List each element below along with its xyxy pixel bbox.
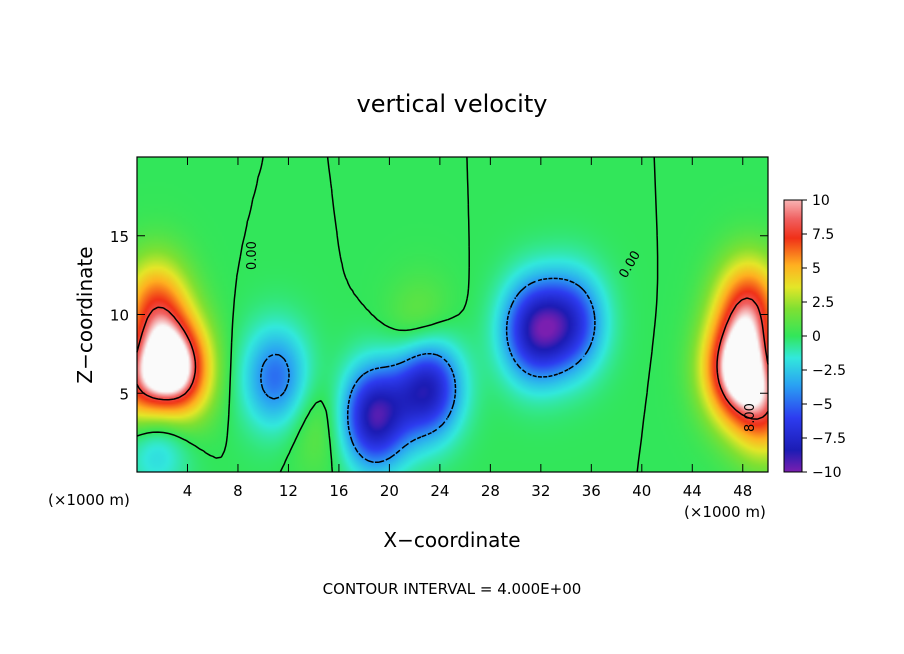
x-tick-label: 28 [481, 482, 500, 500]
x-unit-label-right: (×1000 m) [684, 503, 766, 521]
y-tick-label: 5 [119, 385, 129, 403]
colorbar-tick-label: −2.5 [812, 363, 846, 379]
x-tick-label: 16 [329, 482, 348, 500]
x-tick-label: 48 [733, 482, 752, 500]
x-tick-label: 44 [683, 482, 702, 500]
colorbar-tick-label: −7.5 [812, 431, 846, 447]
x-axis: 4 8 12 16 20 24 28 32 36 40 44 48 [183, 157, 752, 500]
contour-zero [136, 156, 659, 473]
x-tick-label: 36 [582, 482, 601, 500]
colorbar: 10 7.5 5 2.5 0 −2.5 −5 −7.5 −10 [783, 193, 846, 481]
contour-negative-4 [260, 277, 596, 464]
y-tick-label: 10 [110, 307, 129, 325]
x-tick-label: 24 [430, 482, 449, 500]
chart-title: vertical velocity [357, 90, 548, 118]
y-axis: 5 10 15 [110, 228, 768, 403]
colorbar-tick-label: 10 [812, 193, 830, 209]
contour-label-eight: 8.00 [743, 403, 758, 432]
x-axis-label: X−coordinate [383, 528, 520, 552]
colorbar-tick-label: −10 [812, 465, 842, 481]
heatmap-image [137, 157, 768, 472]
x-tick-label: 20 [380, 482, 399, 500]
x-tick-label: 40 [632, 482, 651, 500]
contour-interval-note: CONTOUR INTERVAL = 4.000E+00 [323, 580, 582, 598]
heatmap-field [136, 156, 769, 473]
colorbar-tick-label: −5 [812, 397, 833, 413]
contour-label-zero-left: 0.00 [245, 241, 260, 270]
colorbar-tick-label: 5 [812, 261, 821, 277]
colorbar-ramp [783, 199, 803, 473]
contour-lines [136, 156, 769, 473]
colorbar-tick-label: 0 [812, 329, 821, 345]
x-tick-label: 4 [183, 482, 193, 500]
y-tick-label: 15 [110, 228, 129, 246]
x-tick-label: 8 [233, 482, 243, 500]
colorbar-tick-label: 2.5 [812, 295, 834, 311]
x-unit-label-left: (×1000 m) [48, 491, 130, 509]
colorbar-tick-label: 7.5 [812, 227, 834, 243]
colorbar-ticks: 10 7.5 5 2.5 0 −2.5 −5 −7.5 −10 [802, 193, 846, 481]
x-tick-label: 12 [279, 482, 298, 500]
x-tick-label: 32 [531, 482, 550, 500]
y-axis-label: Z−coordinate [73, 246, 97, 383]
